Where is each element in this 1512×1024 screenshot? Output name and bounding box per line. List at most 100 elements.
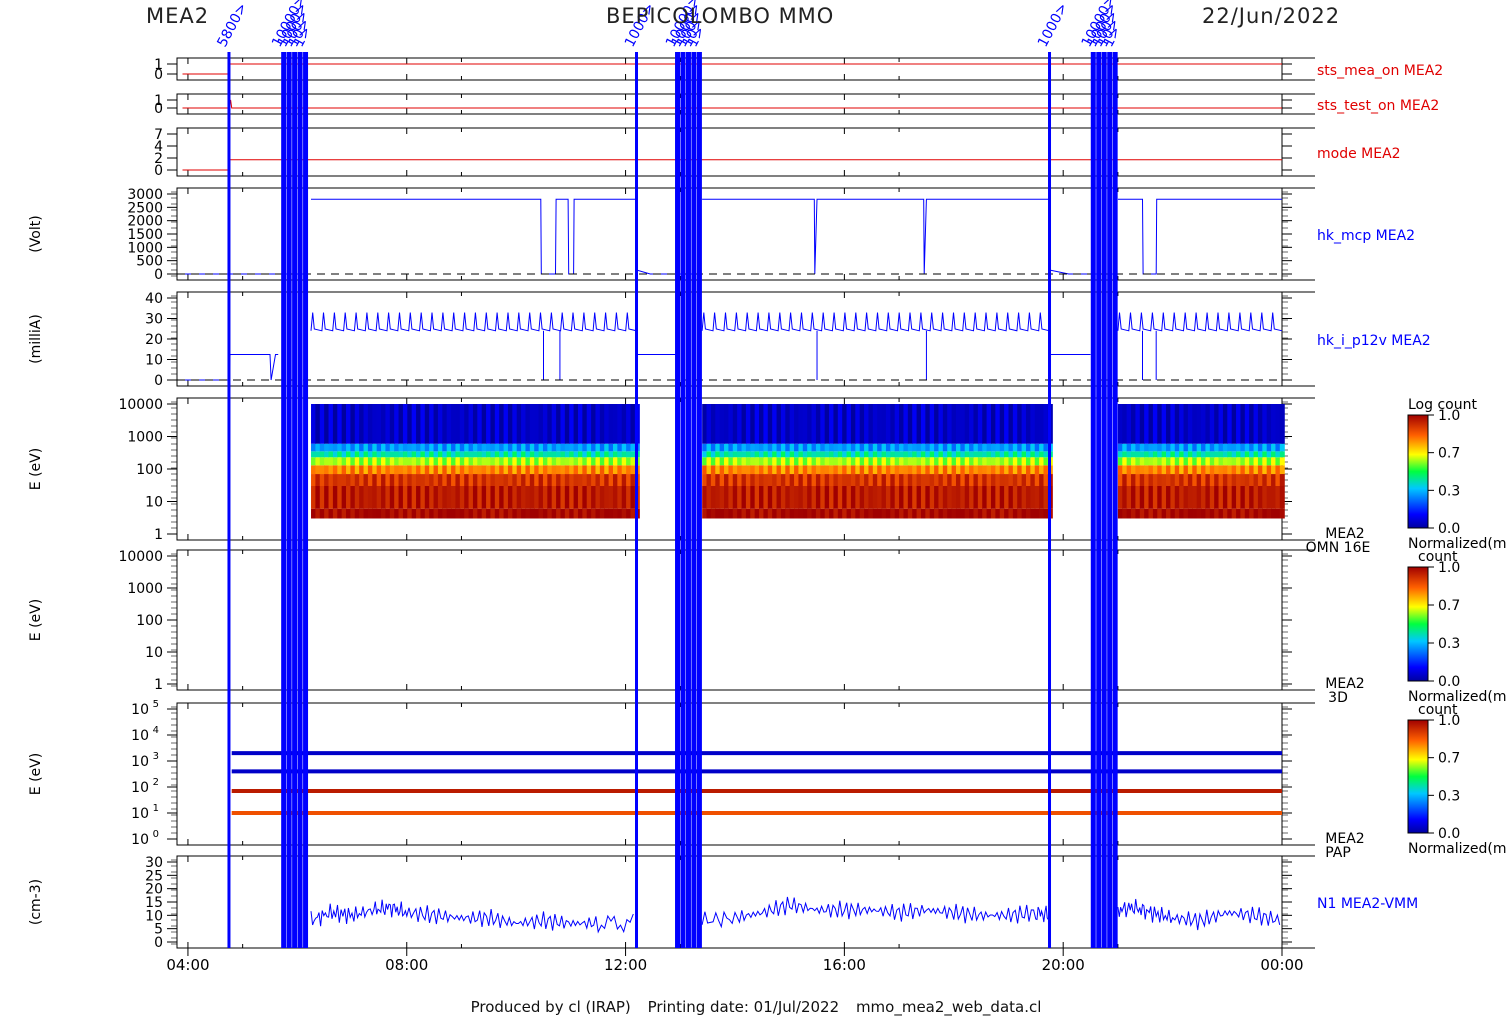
spectrogram-cell (542, 465, 548, 475)
spectrogram-cell (569, 485, 575, 509)
spectrogram-cell (547, 508, 553, 519)
spectrogram-cell (1021, 465, 1027, 475)
spectrogram-cell (833, 465, 839, 475)
spectrogram-cell (1174, 443, 1180, 452)
spectrogram-cell (811, 443, 817, 452)
spectrogram-cell (1214, 465, 1220, 475)
spectrogram-cell (1039, 443, 1045, 452)
spectrogram-cell (1126, 443, 1132, 452)
spectrogram-cell (750, 443, 756, 452)
spectrogram-cell (794, 465, 800, 475)
spectrogram-cell (872, 465, 878, 475)
spectrogram-cell (1157, 508, 1163, 519)
spectrogram-cell (1025, 485, 1031, 509)
spectrogram-cell (877, 451, 883, 458)
spectrogram-cell (416, 451, 422, 458)
colorbar-tick-label: 0.3 (1438, 636, 1460, 652)
spectrogram-cell (433, 443, 439, 452)
spectrogram-cell (311, 404, 316, 444)
spectrogram-cell (416, 508, 422, 519)
spectrogram-cell (354, 485, 360, 509)
spectrogram-cell (420, 443, 426, 452)
spectrogram-cell (925, 443, 931, 452)
spectrogram-cell (1222, 457, 1228, 466)
spectrogram-cell (337, 404, 343, 444)
spectrogram-cell (868, 443, 874, 452)
spectrogram-cell (925, 474, 931, 486)
spectrogram-cell (912, 474, 918, 486)
spectrogram-cell (942, 457, 948, 466)
spectrogram-cell (960, 474, 966, 486)
y-tick-label: 1 (154, 57, 163, 73)
spectrogram-cell (1021, 457, 1027, 466)
spectrogram-cell (1236, 443, 1242, 452)
y-tick-label: 10 (131, 806, 149, 822)
spectrogram-cell (407, 443, 413, 452)
spectrogram-cell (1279, 457, 1285, 466)
spectrogram-cell (542, 457, 548, 466)
spectrogram-cell (881, 465, 887, 475)
spectrogram-cell (525, 451, 531, 458)
spectrogram-cell (451, 508, 457, 519)
spectrogram-cell (389, 451, 395, 458)
spectrogram-cell (912, 508, 918, 519)
spectrogram-cell (794, 474, 800, 486)
spectrogram-cell (503, 508, 509, 519)
spectrogram-cell (1034, 474, 1040, 486)
spectrogram-cell (420, 474, 426, 486)
spectrogram-cell (315, 457, 321, 466)
spectrogram-cell (842, 485, 848, 509)
spectrogram-cell (719, 457, 725, 466)
spectrogram-cell (960, 451, 966, 458)
spectrogram-cell (724, 404, 730, 444)
spectrogram-cell (1205, 451, 1211, 458)
spectrogram-cell (899, 474, 905, 486)
spectrogram-cell (789, 508, 795, 519)
spectrogram-cell (1271, 508, 1277, 519)
spectrogram-cell (798, 465, 804, 475)
spectrogram-cell (868, 457, 874, 466)
spectrogram-cell (621, 465, 627, 475)
panel-label-sts_test_on: sts_test_on MEA2 (1317, 98, 1439, 114)
spectrogram-cell (1017, 404, 1023, 444)
spectrogram-cell (728, 404, 734, 444)
spectrogram-cell (437, 508, 443, 519)
spectrogram-cell (999, 465, 1005, 475)
spectrogram-cell (820, 465, 826, 475)
spectrogram-cell (772, 508, 778, 519)
spectrogram-cell (1262, 485, 1268, 509)
spectrogram-cell (376, 485, 382, 509)
spectrogram-cell (337, 485, 343, 509)
spectrogram-cell (319, 457, 325, 466)
spectrogram-cell (363, 508, 369, 519)
spectrogram-cell (999, 457, 1005, 466)
spectrogram-cell (411, 457, 417, 466)
spectrogram-cell (503, 465, 509, 475)
spectrogram-cell (868, 485, 874, 509)
spectrogram-cell (582, 457, 588, 466)
spectrogram-cell (1253, 451, 1259, 458)
spectrogram-cell (947, 465, 953, 475)
spectrogram-cell (507, 457, 513, 466)
spectrogram-cell (1262, 404, 1268, 444)
spectrogram-cell (1218, 443, 1224, 452)
spectrogram-cell (595, 457, 601, 466)
spectrogram-cell (1253, 457, 1259, 466)
spectrogram-cell (341, 457, 347, 466)
spectrogram-cell (732, 443, 738, 452)
y-tick-label: 0 (154, 67, 163, 83)
spectrogram-cell (925, 457, 931, 466)
spectrogram-cell (398, 485, 404, 509)
spectrogram-cell (780, 508, 786, 519)
spectrogram-cell (995, 443, 1001, 452)
spectrogram-cell (459, 404, 465, 444)
spectrogram-cell (1271, 474, 1277, 486)
spectrogram-cell (833, 474, 839, 486)
spectrogram-cell (815, 451, 821, 458)
spectrogram-cell (973, 457, 979, 466)
spectrogram-cell (846, 465, 852, 475)
spectrogram-cell (920, 451, 926, 458)
spectrogram-cell (745, 443, 751, 452)
spectrogram-cell (702, 457, 708, 466)
spectrogram-cell (1135, 457, 1141, 466)
